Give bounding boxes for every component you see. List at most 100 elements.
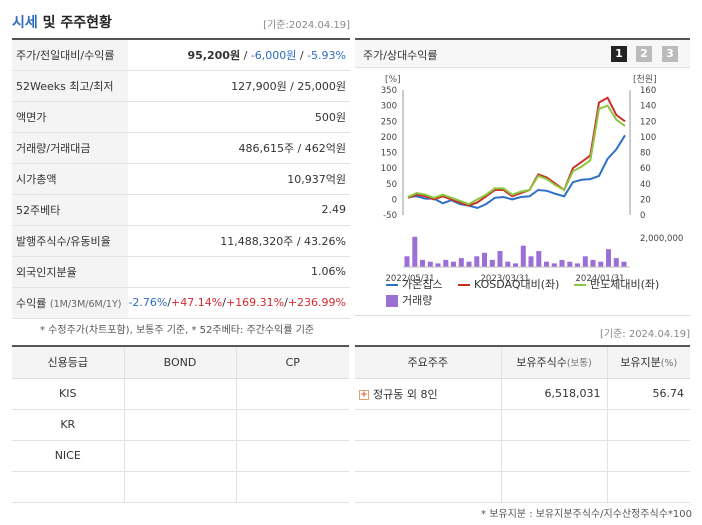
separator: / <box>167 296 172 309</box>
returns-values: -2.76%/+47.14%/+169.31%/+236.99% <box>128 287 350 319</box>
x-tick-label: 2024/01/31 <box>576 274 625 284</box>
returns-label: 수익률 <box>16 296 47 310</box>
credit-header-row: 신용등급 BOND CP <box>12 346 349 379</box>
section-title: 시세 및 주주현황 <box>12 12 112 32</box>
base-date: [기준:2024.04.19] <box>263 20 350 31</box>
current-price: 95,200원 <box>187 48 241 62</box>
section-header: 시세 및 주주현황 [기준:2024.04.19] <box>12 10 350 36</box>
volume-bar <box>489 259 495 267</box>
price-change: -6,000원 <box>250 48 297 62</box>
legend-item-gaonchips[interactable]: 가온칩스 <box>386 276 442 292</box>
volume-bar <box>458 258 464 267</box>
table-row: + 정규동 외 8인 6,518,031 56.74 <box>355 378 690 410</box>
quote-value: 1.06% <box>128 256 350 288</box>
table-row: KIS <box>12 378 349 410</box>
right-tick-label: 140 <box>640 102 656 112</box>
volume-bar <box>567 261 573 267</box>
holder-pct: 56.74 <box>607 378 690 410</box>
legend-label: 거래량 <box>402 294 433 307</box>
quote-row: 주가/전일대비/수익률 95,200원 / -6,000원 / -5.93% <box>12 39 350 71</box>
series-line-2 <box>407 104 626 206</box>
right-tick-label: 40 <box>640 180 651 190</box>
holder-name[interactable]: 정규동 외 8인 <box>373 387 438 401</box>
cp-rating <box>236 378 349 410</box>
return-1m: -2.76% <box>128 296 168 309</box>
chart-page-1-button[interactable]: 1 <box>611 46 627 62</box>
holder-pct <box>607 471 690 503</box>
credit-rating-table: 신용등급 BOND CP KIS KR NICE <box>12 345 349 503</box>
separator: / <box>240 48 251 62</box>
holders-header: 주요주주 <box>355 346 502 379</box>
volume-bar <box>427 261 433 267</box>
volume-bar <box>606 249 611 267</box>
left-tick-label: 300 <box>381 102 397 112</box>
return-3m: +47.14% <box>171 296 223 309</box>
volume-bar <box>528 256 534 267</box>
credit-agency <box>12 471 125 503</box>
header-label: 보유지분 <box>620 356 661 370</box>
expand-icon[interactable]: + <box>359 389 369 400</box>
volume-bar <box>513 263 518 267</box>
volume-bar <box>420 259 425 267</box>
cp-rating <box>236 440 349 472</box>
left-tick-label: 0 <box>392 195 397 205</box>
right-tick-label: 20 <box>640 195 651 205</box>
credit-header: CP <box>236 346 349 379</box>
legend-label: 가온칩스 <box>402 278 443 291</box>
holder-name <box>355 471 502 503</box>
quote-label: 52Weeks 최고/최저 <box>12 70 129 102</box>
legend-label: KOSDAQ대비(좌) <box>474 278 560 291</box>
credit-agency: KR <box>12 409 125 441</box>
credit-header: BOND <box>124 346 237 379</box>
volume-bar <box>474 256 480 267</box>
chart-page-3-button[interactable]: 3 <box>662 46 678 62</box>
volume-bar <box>621 261 627 267</box>
volume-bar <box>544 261 549 267</box>
separator: / <box>284 296 288 309</box>
chart-panel: 주가/상대수익률 1 2 3 [%] [천원] 350 300 250 200 150 100… <box>355 38 690 316</box>
credit-agency: NICE <box>12 440 125 472</box>
table-row <box>12 471 349 503</box>
left-tick-label: 350 <box>381 86 397 96</box>
quote-value: 500원 <box>128 101 350 133</box>
table-row: KR <box>12 409 349 441</box>
volume-bar <box>482 252 487 267</box>
quote-table: 주가/전일대비/수익률 95,200원 / -6,000원 / -5.93% 5… <box>12 38 350 319</box>
volume-tick-label: 2,000,000 <box>640 234 683 244</box>
left-tick-label: 250 <box>381 117 397 127</box>
right-tick-label: 0 <box>640 211 645 221</box>
left-tick-label: -50 <box>383 211 397 221</box>
chart-title: 주가/상대수익률 <box>363 49 438 62</box>
volume-bar <box>551 263 557 267</box>
holder-shares <box>501 409 608 441</box>
legend-item-kosdaq[interactable]: KOSDAQ대비(좌) <box>458 276 559 292</box>
holder-shares: 6,518,031 <box>501 378 608 410</box>
price-change-rate: -5.93% <box>307 48 346 62</box>
left-tick-label: 200 <box>381 133 397 143</box>
holders-header: 보유주식수(보통) <box>501 346 608 379</box>
right-tick-label: 120 <box>640 117 656 127</box>
bond-rating <box>124 409 237 441</box>
right-tick-label: 60 <box>640 164 651 174</box>
series-line-1 <box>407 96 626 207</box>
legend-item-semiconductor[interactable]: 반도체대비(좌) <box>574 276 659 292</box>
holder-name <box>355 440 502 472</box>
volume-bar <box>590 259 596 267</box>
left-tick-label: 150 <box>381 149 397 159</box>
holder-name <box>355 409 502 441</box>
volume-bar <box>559 259 565 267</box>
cp-rating <box>236 471 349 503</box>
left-axis-unit: [%] <box>385 75 401 85</box>
quote-value: 11,488,320주 / 43.26% <box>128 225 350 257</box>
separator: / <box>222 296 226 309</box>
volume-bar <box>435 263 441 267</box>
table-row <box>355 471 690 503</box>
table-row: NICE <box>12 440 349 472</box>
holders-header: 보유지분(%) <box>607 346 690 379</box>
chart-page-2-button[interactable]: 2 <box>636 46 652 62</box>
holders-header-row: 주요주주 보유주식수(보통) 보유지분(%) <box>355 346 690 379</box>
legend-item-volume[interactable]: 거래량 <box>386 292 432 308</box>
quote-label: 액면가 <box>12 101 129 133</box>
quote-value: 95,200원 / -6,000원 / -5.93% <box>128 39 350 71</box>
quote-label: 외국인지분율 <box>12 256 129 288</box>
